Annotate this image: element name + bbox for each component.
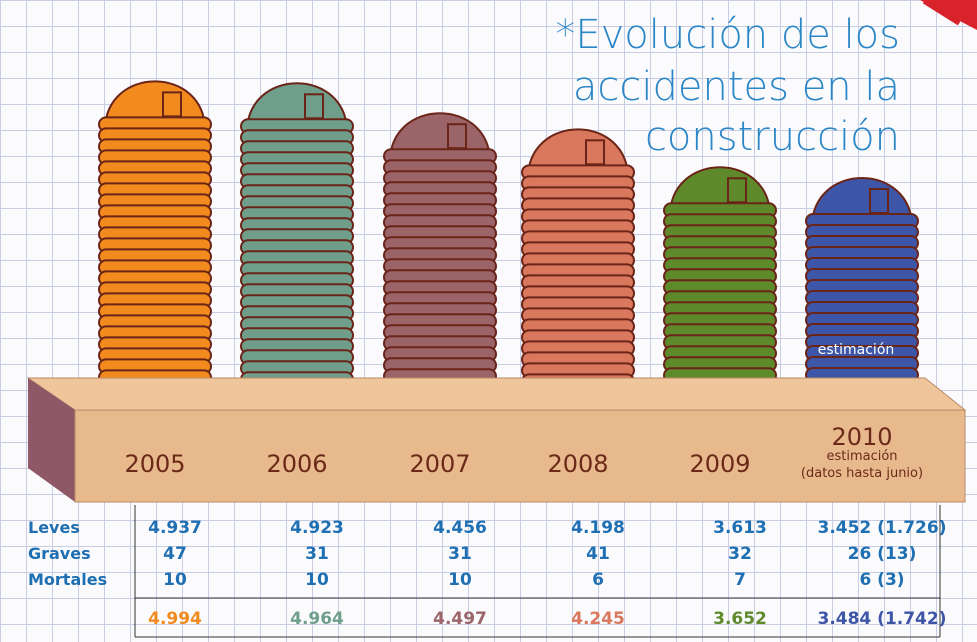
row-label: Mortales <box>28 570 107 589</box>
total-label: 3.652 <box>713 609 767 629</box>
table-cell: 32 <box>728 544 752 564</box>
year-label: 2010 <box>831 423 892 451</box>
helmet-stack <box>383 112 497 385</box>
table-cell: 41 <box>586 544 610 564</box>
arrow <box>922 0 963 26</box>
table-cell: 4.923 <box>290 518 344 538</box>
year-label: 2005 <box>124 450 185 478</box>
year-label: 2009 <box>689 450 750 478</box>
table-cell: 31 <box>305 544 329 564</box>
table-cell: 47 <box>163 544 187 564</box>
table-cell: 10 <box>163 570 187 590</box>
table-cell: 4.937 <box>148 518 202 538</box>
table-cell: 4.456 <box>433 518 487 538</box>
helmet-stack <box>805 177 919 384</box>
table-cell: 3.452 (1.726) <box>817 518 946 538</box>
table-cell: 4.198 <box>571 518 625 538</box>
table-cell: 31 <box>448 544 472 564</box>
total-label: 4.994 <box>148 609 202 629</box>
year-label: 2008 <box>547 450 608 478</box>
stacks: estimación <box>98 80 919 390</box>
helmet-stack <box>521 128 635 390</box>
table-cell: 7 <box>734 570 746 590</box>
table-cell: 10 <box>305 570 329 590</box>
table-cell: 6 (3) <box>859 570 904 590</box>
stack-label: estimación <box>818 342 895 358</box>
row-label: Leves <box>28 518 80 537</box>
title: accidentes en la <box>573 64 900 110</box>
title: construcción <box>645 114 900 160</box>
year-note: estimación <box>826 449 897 464</box>
table-cell: 10 <box>448 570 472 590</box>
year-label: 2007 <box>409 450 470 478</box>
platform-side <box>28 378 75 502</box>
year-note: (datos hasta junio) <box>801 466 923 481</box>
helmet-stack <box>98 80 212 386</box>
total-label: 4.964 <box>290 609 344 629</box>
helmet-badge <box>585 139 605 166</box>
table-cell: 26 (13) <box>848 544 917 564</box>
helmet-badge <box>727 177 747 204</box>
table-cell: 6 <box>592 570 604 590</box>
helmet-badge <box>304 93 324 120</box>
platform-top <box>26 377 967 411</box>
helmet-badge <box>447 123 467 150</box>
total-label: 4.245 <box>571 609 625 629</box>
row-label: Graves <box>28 544 91 563</box>
total-label: 3.484 (1.742) <box>817 609 946 629</box>
table-cell: 3.613 <box>713 518 767 538</box>
title: *Evolución de los <box>555 12 900 58</box>
total-label: 4.497 <box>433 609 487 629</box>
helmet-badge <box>162 91 182 118</box>
platform-front <box>74 409 966 503</box>
helmet-stack <box>663 166 777 384</box>
year-label: 2006 <box>266 450 327 478</box>
helmet-stack <box>240 82 354 388</box>
helmet-badge <box>869 188 889 215</box>
